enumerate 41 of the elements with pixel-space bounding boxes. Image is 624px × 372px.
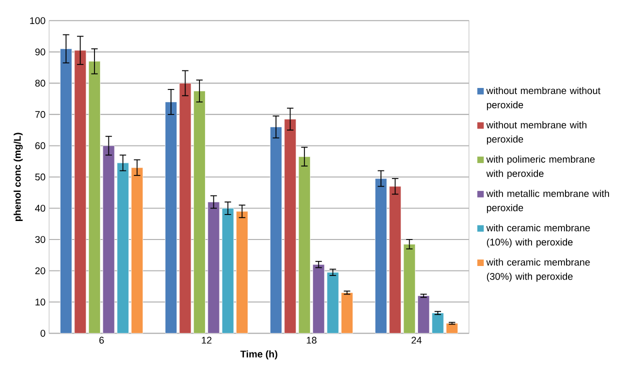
y-tick-label: 10 [36,298,46,306]
bar [270,126,282,334]
y-tick-label: 70 [35,110,46,118]
bar [418,296,430,334]
bar [179,82,192,334]
y-tick-label: 20 [35,267,46,274]
bar [374,178,387,334]
bar [284,118,296,334]
bar [432,312,444,334]
y-tick-label: 90 [35,48,46,56]
bar [60,48,72,334]
bar [193,90,206,334]
bar [88,61,100,334]
y-tick-label: 100 [30,17,46,24]
bar [446,323,458,334]
legend-label: with ceramic membrane (30%) with peroxide [486,258,590,282]
legend-label: without membrane with peroxide [486,121,586,144]
y-tick-label: 30 [35,236,46,243]
legend-label: with ceramic membrane (10%) with peroxide [486,224,590,248]
x-axis-title: Time (h) [240,350,278,360]
x-tick-label: 24 [412,336,422,344]
y-tick-label: 60 [35,142,46,150]
bar [131,167,144,334]
y-axis-title: phenol conc (mg/L) [14,132,23,221]
legend-label: with polimeric membrane with peroxide [486,156,595,179]
legend-label: with metallic membrane with peroxide [486,190,609,214]
bar [298,156,310,334]
y-tick-label: 50 [35,174,46,180]
x-tick-label: 12 [202,336,212,344]
x-tick-label: 6 [99,336,104,344]
bar [116,162,129,334]
bar [74,50,86,334]
y-tick-label: 40 [35,204,46,212]
legend-label: without membrane without peroxide [486,86,600,110]
x-tick-label: 18 [306,336,316,344]
y-tick-label: 0 [40,330,46,337]
bar [341,292,354,334]
y-tick-label: 80 [35,80,46,87]
bar [165,102,178,334]
bar [236,211,248,334]
bar [102,145,115,334]
